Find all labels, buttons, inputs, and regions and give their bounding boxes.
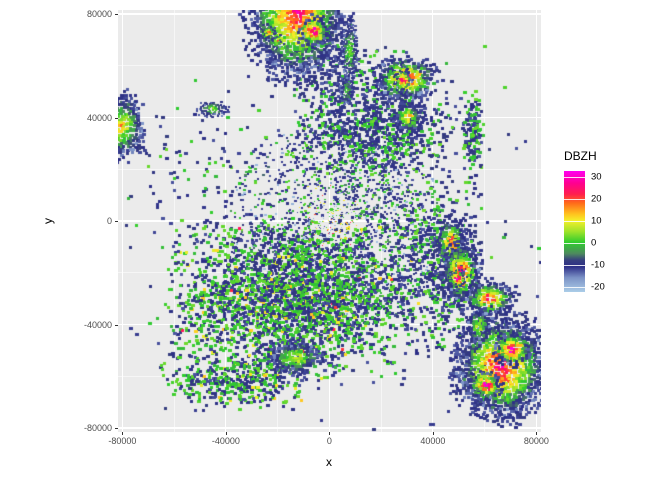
legend-tick-label: 20 — [591, 193, 602, 204]
x-tick-label: 0 — [326, 436, 332, 446]
legend-title: DBZH — [564, 149, 597, 163]
x-tick-label: -40000 — [211, 436, 240, 446]
x-tick-mark — [329, 432, 331, 435]
colorbar-tick — [564, 176, 585, 178]
y-tick-mark — [115, 117, 118, 119]
x-tick-mark — [225, 432, 227, 435]
legend-tick-label: -20 — [591, 281, 605, 292]
legend-tick-label: 0 — [591, 237, 597, 248]
plot-panel — [118, 10, 541, 432]
x-tick-mark — [536, 432, 538, 435]
x-axis-title: x — [326, 455, 332, 469]
legend-tick-label: -10 — [591, 259, 605, 270]
radar-raster-canvas — [118, 10, 541, 432]
colorbar-tick — [564, 286, 585, 288]
x-tick-label: -80000 — [108, 436, 137, 446]
colorbar-tick — [564, 242, 585, 244]
y-tick-label: 80000 — [86, 9, 112, 19]
y-tick-label: -40000 — [83, 319, 112, 330]
x-tick-label: 40000 — [420, 436, 446, 446]
y-tick-label: 0 — [106, 216, 112, 226]
legend-tick-label: 10 — [591, 215, 602, 226]
y-tick-mark — [115, 14, 118, 15]
legend-tick-label: 30 — [591, 171, 602, 182]
colorbar-gradient — [564, 171, 585, 292]
colorbar-tick — [564, 264, 585, 266]
colorbar-tick — [564, 198, 585, 200]
x-tick-mark — [122, 432, 124, 435]
y-tick-mark — [115, 221, 118, 222]
y-tick-label: 40000 — [86, 112, 112, 123]
y-tick-label: -80000 — [83, 423, 112, 433]
colorbar-tick — [564, 220, 585, 222]
y-tick-mark — [115, 324, 118, 326]
y-tick-mark — [115, 428, 118, 429]
y-axis-title: y — [41, 218, 55, 224]
x-tick-mark — [432, 432, 434, 435]
x-tick-label: 80000 — [523, 436, 549, 446]
